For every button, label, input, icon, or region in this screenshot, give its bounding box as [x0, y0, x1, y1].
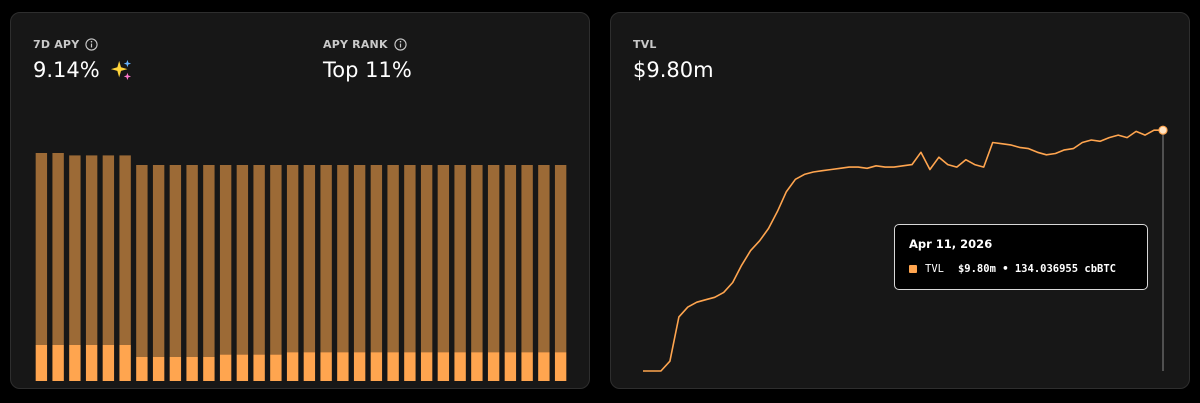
apy-bar-top[interactable] [169, 165, 182, 357]
apy-bar-top[interactable] [420, 165, 433, 353]
info-icon[interactable] [85, 37, 98, 51]
apy-bar-bottom[interactable] [152, 357, 165, 381]
apy-stat: 7D APY 9.14% [33, 37, 132, 83]
tooltip-date: Apr 11, 2026 [909, 237, 993, 251]
apy-bar-top[interactable] [253, 165, 265, 355]
apy-bar-bottom[interactable] [35, 345, 48, 381]
apy-bar-bottom[interactable] [169, 357, 182, 381]
sparkle-icon [110, 59, 131, 81]
apy-bar-bottom[interactable] [186, 357, 198, 381]
apy-bar-top[interactable] [320, 165, 332, 353]
apy-bar-top[interactable] [136, 165, 148, 357]
apy-bar-bottom[interactable] [236, 354, 249, 381]
apy-bar-bottom[interactable] [370, 352, 383, 381]
tvl-card: TVL $9.80m Apr 11, 2026 TVL $9.80m • 134… [610, 12, 1190, 389]
apy-bar-bottom[interactable] [119, 345, 131, 381]
tvl-stat: TVL $9.80m [633, 37, 714, 83]
apy-bar-bottom[interactable] [203, 357, 215, 381]
apy-bar-bottom[interactable] [102, 345, 115, 381]
tooltip-value: $9.80m • 134.036955 cbBTC [957, 263, 1117, 275]
apy-bar-bottom[interactable] [136, 357, 148, 381]
apy-bar-bottom[interactable] [437, 352, 450, 381]
apy-rank-label: APY RANK [323, 37, 388, 51]
apy-bar-top[interactable] [219, 165, 232, 355]
tvl-value: $9.80m [633, 58, 714, 82]
apy-bar-bottom[interactable] [320, 352, 332, 381]
apy-bar-bottom[interactable] [471, 352, 483, 381]
apy-bar-bottom[interactable] [85, 345, 98, 381]
apy-bar-top[interactable] [203, 165, 215, 357]
tooltip-series-name: TVL [925, 263, 944, 275]
apy-bar-bottom[interactable] [270, 354, 282, 381]
apy-bar-bottom[interactable] [253, 354, 265, 381]
apy-bar-bottom[interactable] [454, 352, 466, 381]
apy-bar-bottom[interactable] [219, 354, 232, 381]
apy-label: 7D APY [33, 37, 80, 51]
apy-bar-top[interactable] [236, 165, 249, 355]
apy-bar-bottom[interactable] [538, 352, 550, 381]
apy-bar-top[interactable] [337, 165, 349, 353]
apy-bar-top[interactable] [554, 165, 567, 353]
apy-rank-value: Top 11% [323, 58, 412, 82]
apy-bar-bottom[interactable] [504, 352, 517, 381]
tvl-series-line[interactable] [643, 129, 1163, 372]
apy-bar-bottom[interactable] [387, 352, 399, 381]
chart-tooltip: Apr 11, 2026 TVL $9.80m • 134.036955 cbB… [894, 224, 1148, 290]
apy-bar-chart[interactable] [33, 153, 569, 381]
apy-bar-top[interactable] [504, 165, 517, 353]
apy-bar-bottom[interactable] [303, 352, 316, 381]
apy-bar-bottom[interactable] [353, 352, 366, 381]
apy-bar-top[interactable] [437, 165, 450, 353]
apy-bar-top[interactable] [270, 165, 282, 355]
apy-bar-top[interactable] [286, 165, 299, 353]
apy-card: 7D APY 9.14% APY RANK [10, 12, 590, 389]
apy-bar-top[interactable] [538, 165, 550, 353]
hover-point[interactable] [1158, 125, 1168, 135]
apy-bar-top[interactable] [404, 165, 416, 353]
apy-bar-top[interactable] [303, 165, 316, 353]
apy-bar-top[interactable] [152, 165, 165, 357]
apy-value: 9.14% [33, 58, 100, 82]
apy-bar-bottom[interactable] [52, 345, 64, 381]
apy-bar-top[interactable] [370, 165, 383, 353]
info-icon[interactable] [394, 37, 407, 51]
apy-bar-top[interactable] [353, 165, 366, 353]
apy-bar-bottom[interactable] [420, 352, 433, 381]
apy-bar-bottom[interactable] [337, 352, 349, 381]
apy-bar-bottom[interactable] [69, 345, 81, 381]
apy-bar-top[interactable] [35, 153, 48, 345]
apy-bar-top[interactable] [52, 153, 64, 345]
apy-bar-bottom[interactable] [487, 352, 500, 381]
apy-bar-top[interactable] [119, 155, 131, 345]
apy-bar-top[interactable] [471, 165, 483, 353]
apy-bar-bottom[interactable] [554, 352, 567, 381]
apy-bar-bottom[interactable] [404, 352, 416, 381]
apy-bar-top[interactable] [487, 165, 500, 353]
apy-bar-top[interactable] [102, 155, 115, 345]
apy-bar-top[interactable] [186, 165, 198, 357]
apy-bar-top[interactable] [387, 165, 399, 353]
apy-bar-bottom[interactable] [521, 352, 533, 381]
apy-bar-top[interactable] [521, 165, 533, 353]
tvl-line-chart[interactable] [635, 113, 1175, 381]
tvl-label: TVL [633, 37, 657, 51]
apy-rank-stat: APY RANK Top 11% [323, 37, 412, 83]
apy-bar-top[interactable] [85, 155, 98, 345]
apy-bar-top[interactable] [454, 165, 466, 353]
tooltip-swatch [909, 265, 917, 273]
apy-bar-top[interactable] [69, 155, 81, 345]
apy-bar-bottom[interactable] [286, 352, 299, 381]
